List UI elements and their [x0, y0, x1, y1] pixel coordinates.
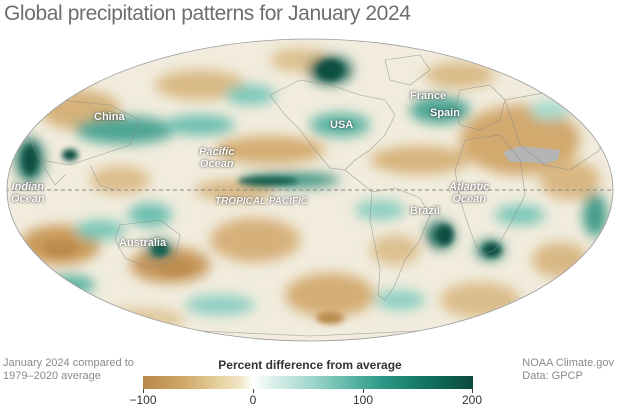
comparison-note-line2: 1979–2020 average — [3, 370, 101, 382]
comparison-note: January 2024 compared to 1979–2020 avera… — [3, 357, 134, 383]
legend-title: Percent difference from average — [218, 358, 402, 372]
precipitation-map-svg — [6, 38, 614, 342]
legend-tick — [143, 389, 144, 393]
label-france: France — [410, 90, 447, 102]
globe-field — [7, 39, 613, 341]
label-atlantic-ocean-line2: Ocean — [452, 193, 486, 205]
label-atlantic-ocean: Atlantic Ocean — [449, 181, 489, 205]
label-pacific-ocean: Pacific Ocean — [199, 146, 234, 170]
label-indian-ocean-line1: Indian — [11, 181, 45, 193]
legend-color-bar — [143, 376, 473, 389]
legend-tick — [363, 389, 364, 393]
legend-tick-label: 200 — [461, 393, 483, 407]
legend-tick-label: 0 — [249, 393, 257, 407]
source-credit: NOAA Climate.gov Data: GPCP — [522, 357, 614, 383]
label-spain: Spain — [430, 107, 460, 119]
label-pacific-ocean-line1: Pacific — [199, 146, 235, 158]
globe-outline — [6, 38, 614, 342]
comparison-note-line1: January 2024 compared to — [3, 357, 134, 369]
anomaly-accents — [23, 60, 501, 324]
source-credit-line1: NOAA Climate.gov — [522, 357, 614, 369]
world-map: China USA France Spain Pacific Ocean Ind… — [6, 38, 614, 342]
label-tropical-pacific: TROPICAL PACIFIC — [215, 196, 308, 207]
label-usa: USA — [330, 119, 354, 131]
label-atlantic-ocean-line1: Atlantic — [449, 181, 490, 193]
label-indian-ocean: Indian Ocean — [11, 181, 45, 205]
map-title: Global precipitation patterns for Januar… — [4, 2, 411, 25]
label-australia: Australia — [119, 237, 167, 249]
no-data-region — [503, 146, 560, 164]
label-china: China — [94, 111, 125, 123]
label-brazil: Brazil — [410, 205, 440, 217]
legend-tick-label: −100 — [129, 393, 157, 407]
source-credit-line2: Data: GPCP — [522, 370, 583, 382]
label-pacific-ocean-line2: Ocean — [199, 158, 234, 170]
legend-tick — [253, 389, 254, 393]
legend-tick — [472, 389, 473, 393]
label-indian-ocean-line2: Ocean — [11, 193, 45, 205]
legend-tick-label: 100 — [352, 393, 374, 407]
